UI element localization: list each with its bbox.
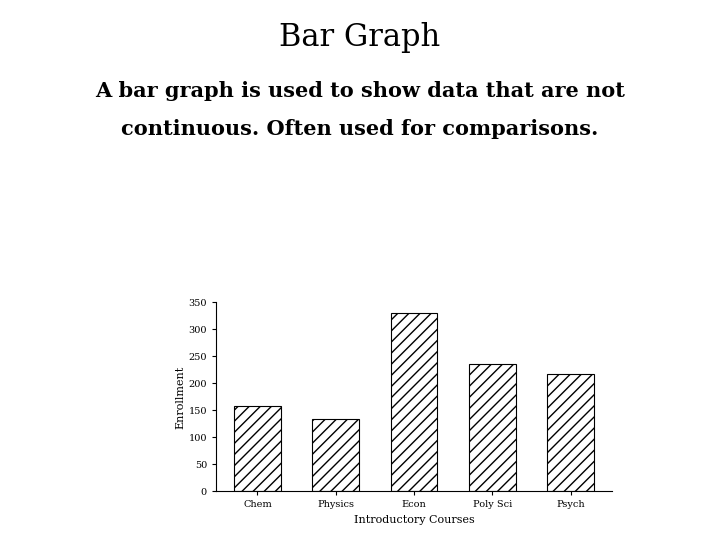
Text: Bar Graph: Bar Graph <box>279 22 441 52</box>
Bar <box>469 364 516 491</box>
Y-axis label: Enrollment: Enrollment <box>176 365 186 429</box>
Text: continuous. Often used for comparisons.: continuous. Often used for comparisons. <box>121 119 599 139</box>
Bar <box>234 406 281 491</box>
Bar <box>547 374 594 491</box>
Bar <box>390 313 438 491</box>
Bar <box>312 418 359 491</box>
X-axis label: Introductory Courses: Introductory Courses <box>354 515 474 525</box>
Text: A bar graph is used to show data that are not: A bar graph is used to show data that ar… <box>95 81 625 101</box>
